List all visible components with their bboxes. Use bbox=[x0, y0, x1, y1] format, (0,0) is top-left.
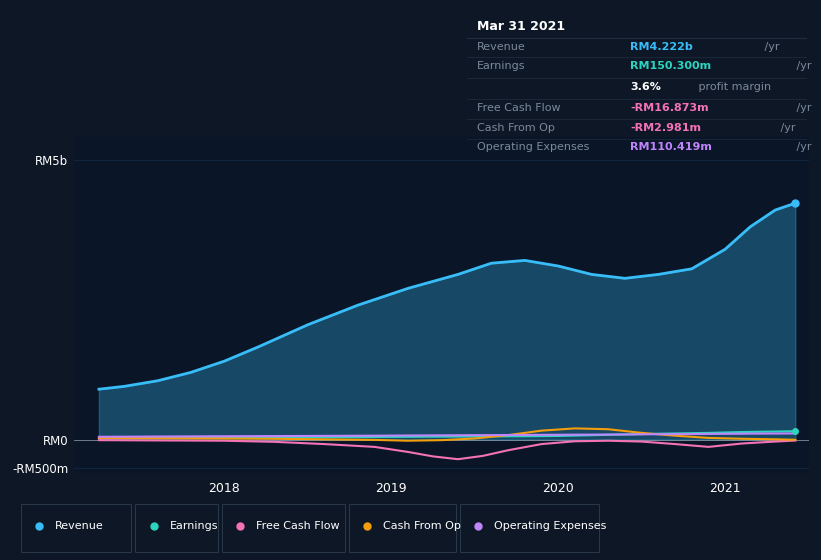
Bar bbox=[135, 503, 218, 552]
Bar bbox=[460, 503, 599, 552]
Text: /yr: /yr bbox=[793, 142, 812, 152]
Text: /yr: /yr bbox=[777, 123, 796, 133]
Text: Cash From Op: Cash From Op bbox=[477, 123, 555, 133]
Bar bbox=[222, 503, 345, 552]
Text: /yr: /yr bbox=[793, 102, 812, 113]
Text: /yr: /yr bbox=[761, 42, 779, 52]
Text: Revenue: Revenue bbox=[55, 521, 103, 531]
Text: Operating Expenses: Operating Expenses bbox=[477, 142, 589, 152]
Text: profit margin: profit margin bbox=[695, 82, 772, 92]
Text: RM4.222b: RM4.222b bbox=[631, 42, 693, 52]
Text: Earnings: Earnings bbox=[170, 521, 218, 531]
Bar bbox=[349, 503, 456, 552]
Bar bbox=[21, 503, 131, 552]
Text: -RM2.981m: -RM2.981m bbox=[631, 123, 701, 133]
Text: Earnings: Earnings bbox=[477, 60, 525, 71]
Text: 3.6%: 3.6% bbox=[631, 82, 661, 92]
Text: Free Cash Flow: Free Cash Flow bbox=[477, 102, 561, 113]
Text: RM150.300m: RM150.300m bbox=[631, 60, 711, 71]
Text: Revenue: Revenue bbox=[477, 42, 526, 52]
Text: Free Cash Flow: Free Cash Flow bbox=[256, 521, 340, 531]
Text: Mar 31 2021: Mar 31 2021 bbox=[477, 20, 566, 32]
Text: Operating Expenses: Operating Expenses bbox=[494, 521, 607, 531]
Text: /yr: /yr bbox=[793, 60, 812, 71]
Text: -RM16.873m: -RM16.873m bbox=[631, 102, 709, 113]
Text: Cash From Op: Cash From Op bbox=[383, 521, 461, 531]
Text: RM110.419m: RM110.419m bbox=[631, 142, 712, 152]
